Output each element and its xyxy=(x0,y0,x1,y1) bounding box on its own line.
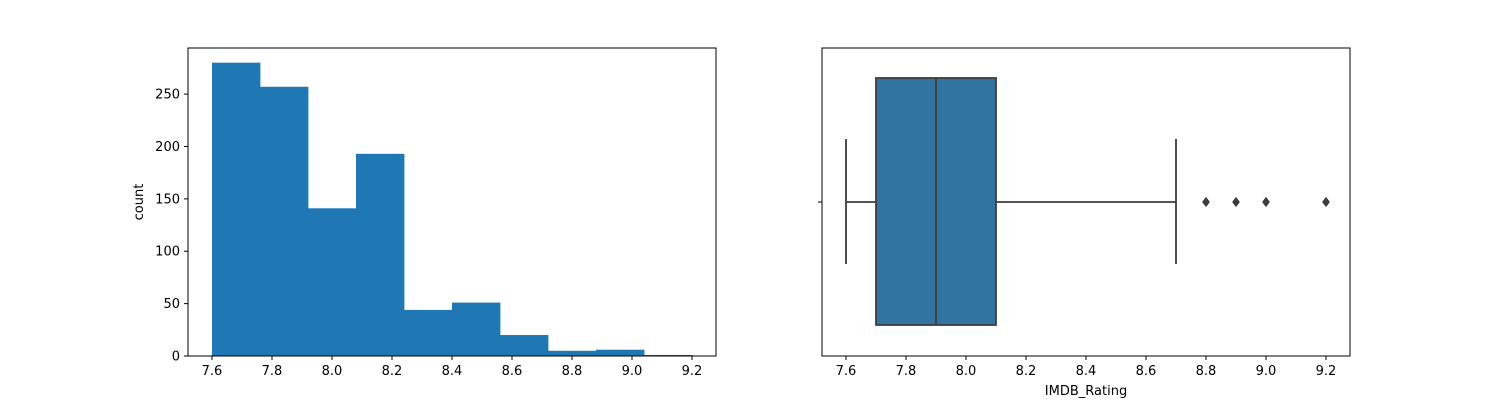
histogram-bar xyxy=(404,309,453,356)
boxplot-outlier-point xyxy=(1202,196,1210,208)
histogram-x-tick-label: 8.0 xyxy=(322,364,343,379)
boxplot-x-tick-label: 8.6 xyxy=(1136,364,1157,379)
histogram-x-tick-label: 8.4 xyxy=(442,364,463,379)
boxplot-outlier-point xyxy=(1322,196,1330,208)
boxplot-outlier-point xyxy=(1232,196,1240,208)
histogram-x-tick-label: 9.2 xyxy=(682,364,703,379)
boxplot-x-tick-label: 7.6 xyxy=(836,364,857,379)
histogram-bar xyxy=(500,335,549,356)
histogram-y-tick-label: 200 xyxy=(155,140,180,155)
boxplot-x-tick-label: 9.0 xyxy=(1256,364,1277,379)
boxplot-x-ticks: 7.6 7.8 8.0 8.2 8.4 8.6 8.8 9.0 9.2 xyxy=(836,356,1337,379)
histogram-bar xyxy=(356,153,405,356)
histogram-bar xyxy=(452,302,501,356)
histogram-bar xyxy=(548,350,597,356)
boxplot-x-tick-label: 8.8 xyxy=(1196,364,1217,379)
boxplot-x-axis-label: IMDB_Rating xyxy=(1045,384,1127,399)
histogram-y-ticks: 0 50 100 150 200 250 xyxy=(155,88,188,365)
histogram-y-tick-label: 0 xyxy=(172,350,180,365)
boxplot-outlier-point xyxy=(1262,196,1270,208)
histogram-x-tick-label: 9.0 xyxy=(622,364,643,379)
boxplot-x-tick-label: 7.8 xyxy=(896,364,917,379)
histogram-bars xyxy=(212,62,693,357)
boxplot-panel: 7.6 7.8 8.0 8.2 8.4 8.6 8.8 9.0 9.2 IMDB_Rating xyxy=(818,47,1351,399)
boxplot-x-tick-label: 8.2 xyxy=(1016,364,1037,379)
histogram-x-tick-label: 8.2 xyxy=(382,364,403,379)
histogram-bar xyxy=(644,354,693,356)
histogram-y-tick-label: 50 xyxy=(163,297,180,312)
histogram-x-tick-label: 7.6 xyxy=(202,364,223,379)
histogram-x-tick-label: 8.6 xyxy=(502,364,523,379)
histogram-y-tick-label: 150 xyxy=(155,192,180,207)
boxplot-x-tick-label: 8.4 xyxy=(1076,364,1097,379)
histogram-bar xyxy=(212,62,261,357)
boxplot-x-tick-label: 9.2 xyxy=(1316,364,1337,379)
histogram-bar xyxy=(596,349,645,356)
histogram-y-tick-label: 100 xyxy=(155,245,180,260)
boxplot-x-tick-label: 8.0 xyxy=(956,364,977,379)
histogram-y-tick-label: 250 xyxy=(155,88,180,103)
boxplot-marks xyxy=(845,77,1330,326)
histogram-y-axis-label: count xyxy=(132,184,147,221)
histogram-bar xyxy=(308,208,357,356)
histogram-bar xyxy=(260,86,309,356)
histogram-x-ticks: 7.6 7.8 8.0 8.2 8.4 8.6 8.8 9.0 9.2 xyxy=(202,356,703,379)
histogram-x-tick-label: 7.8 xyxy=(262,364,283,379)
histogram-x-tick-label: 8.8 xyxy=(562,364,583,379)
histogram-panel: 7.6 7.8 8.0 8.2 8.4 8.6 8.8 9.0 9.2 0 50 100 150 200… xyxy=(132,47,717,379)
